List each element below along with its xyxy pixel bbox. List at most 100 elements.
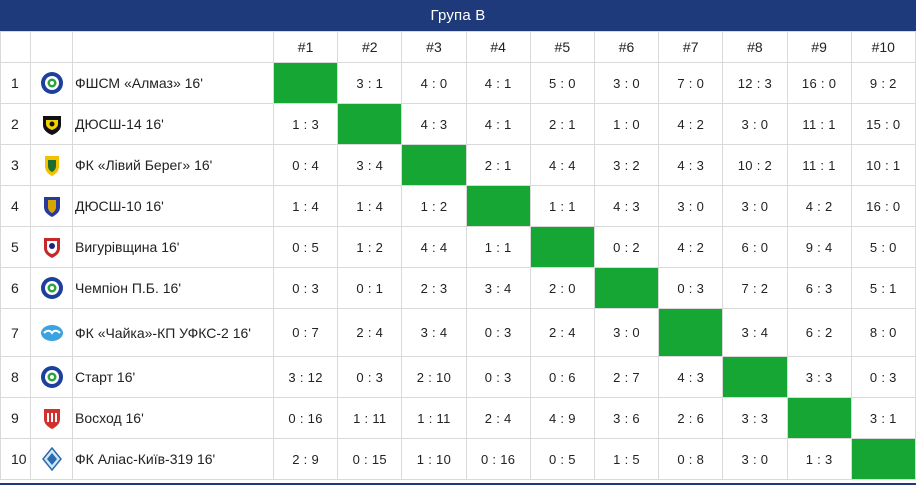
score-cell[interactable]: 2 : 10 [401,356,467,398]
team-name-link[interactable]: Старт 16' [72,356,274,398]
score-cell[interactable]: 1 : 4 [337,185,403,227]
score-cell[interactable]: 0 : 5 [272,226,339,268]
score-cell[interactable]: 6 : 3 [786,267,852,309]
team-name-link[interactable]: Чемпіон П.Б. 16' [72,267,274,309]
team-name-link[interactable]: ФК «Лівий Берег» 16' [72,144,274,186]
score-cell[interactable]: 10 : 2 [722,144,788,186]
score-cell[interactable]: 3 : 4 [465,267,531,309]
score-cell[interactable]: 1 : 0 [593,103,660,145]
score-cell[interactable]: 1 : 5 [593,438,660,480]
score-cell[interactable]: 1 : 11 [401,397,467,439]
score-cell[interactable]: 0 : 1 [337,267,403,309]
team-name-link[interactable]: ДЮСШ-10 16' [72,185,274,227]
score-cell[interactable]: 2 : 6 [658,397,724,439]
score-cell[interactable]: 2 : 3 [401,267,467,309]
team-name-link[interactable]: Восход 16' [72,397,274,439]
score-cell[interactable]: 3 : 1 [337,62,403,104]
score-cell[interactable]: 1 : 11 [337,397,403,439]
score-cell[interactable]: 10 : 1 [850,144,916,186]
score-cell[interactable]: 0 : 2 [593,226,660,268]
score-cell[interactable]: 0 : 3 [465,308,531,357]
score-cell[interactable]: 2 : 4 [465,397,531,439]
score-cell[interactable]: 3 : 0 [593,308,660,357]
score-cell[interactable]: 0 : 6 [529,356,595,398]
score-cell[interactable]: 9 : 4 [786,226,852,268]
team-name-link[interactable]: ФШСМ «Алмаз» 16' [72,62,274,104]
score-cell[interactable]: 3 : 12 [272,356,339,398]
score-cell[interactable]: 0 : 3 [850,356,916,398]
score-cell[interactable]: 1 : 3 [786,438,852,480]
score-cell[interactable]: 3 : 3 [786,356,852,398]
score-cell[interactable]: 16 : 0 [850,185,916,227]
score-cell[interactable]: 3 : 4 [722,308,788,357]
score-cell[interactable]: 2 : 4 [529,308,595,357]
score-cell[interactable]: 4 : 3 [658,144,724,186]
score-cell[interactable]: 1 : 2 [401,185,467,227]
score-cell[interactable]: 1 : 10 [401,438,467,480]
score-cell[interactable]: 2 : 0 [529,267,595,309]
score-cell[interactable]: 4 : 2 [786,185,852,227]
score-cell[interactable]: 4 : 3 [658,356,724,398]
score-cell[interactable]: 4 : 3 [593,185,660,227]
score-cell[interactable]: 1 : 2 [337,226,403,268]
score-cell[interactable]: 0 : 7 [272,308,339,357]
team-name-link[interactable]: ФК Аліас-Київ-319 16' [72,438,274,480]
score-cell[interactable]: 7 : 2 [722,267,788,309]
score-cell[interactable]: 4 : 1 [465,62,531,104]
score-cell[interactable]: 1 : 4 [272,185,339,227]
score-cell[interactable]: 2 : 9 [272,438,339,480]
score-cell[interactable]: 5 : 0 [529,62,595,104]
score-cell[interactable]: 3 : 0 [593,62,660,104]
score-cell[interactable]: 0 : 4 [272,144,339,186]
score-cell[interactable]: 0 : 3 [465,356,531,398]
score-cell[interactable]: 4 : 2 [658,226,724,268]
score-cell[interactable]: 3 : 0 [658,185,724,227]
score-cell[interactable]: 2 : 1 [529,103,595,145]
score-cell[interactable]: 0 : 16 [465,438,531,480]
score-cell[interactable]: 11 : 1 [786,103,852,145]
score-cell[interactable]: 3 : 0 [722,438,788,480]
score-cell[interactable]: 0 : 5 [529,438,595,480]
score-cell[interactable]: 3 : 4 [337,144,403,186]
score-cell[interactable]: 4 : 9 [529,397,595,439]
score-cell[interactable]: 0 : 8 [658,438,724,480]
team-name-link[interactable]: ДЮСШ-14 16' [72,103,274,145]
score-cell[interactable]: 0 : 3 [658,267,724,309]
score-cell[interactable]: 15 : 0 [850,103,916,145]
score-cell[interactable]: 12 : 3 [722,62,788,104]
score-cell[interactable]: 7 : 0 [658,62,724,104]
score-cell[interactable]: 8 : 0 [850,308,916,357]
score-cell[interactable]: 6 : 2 [786,308,852,357]
score-cell[interactable]: 4 : 2 [658,103,724,145]
score-cell[interactable]: 0 : 15 [337,438,403,480]
team-name-link[interactable]: ФК «Чайка»-КП УФКС-2 16' [72,308,274,357]
score-cell[interactable]: 5 : 1 [850,267,916,309]
score-cell[interactable]: 0 : 16 [272,397,339,439]
score-cell[interactable]: 4 : 4 [529,144,595,186]
score-cell[interactable]: 6 : 0 [722,226,788,268]
score-cell[interactable]: 1 : 1 [465,226,531,268]
score-cell[interactable]: 3 : 2 [593,144,660,186]
score-cell[interactable]: 11 : 1 [786,144,852,186]
score-cell[interactable]: 3 : 0 [722,185,788,227]
score-cell[interactable]: 4 : 4 [401,226,467,268]
score-cell[interactable]: 3 : 1 [850,397,916,439]
score-cell[interactable]: 2 : 4 [337,308,403,357]
score-cell[interactable]: 2 : 1 [465,144,531,186]
score-cell[interactable]: 1 : 3 [272,103,339,145]
score-cell[interactable]: 4 : 3 [401,103,467,145]
score-cell[interactable]: 4 : 1 [465,103,531,145]
score-cell[interactable]: 3 : 3 [722,397,788,439]
score-cell[interactable]: 0 : 3 [337,356,403,398]
score-cell[interactable]: 2 : 7 [593,356,660,398]
score-cell[interactable]: 3 : 4 [401,308,467,357]
score-cell[interactable]: 1 : 1 [529,185,595,227]
score-cell[interactable]: 4 : 0 [401,62,467,104]
score-cell[interactable]: 5 : 0 [850,226,916,268]
score-cell[interactable]: 3 : 6 [593,397,660,439]
score-cell[interactable]: 3 : 0 [722,103,788,145]
score-cell[interactable]: 0 : 3 [272,267,339,309]
score-cell[interactable]: 9 : 2 [850,62,916,104]
score-cell[interactable]: 16 : 0 [786,62,852,104]
team-name-link[interactable]: Вигурівщина 16' [72,226,274,268]
